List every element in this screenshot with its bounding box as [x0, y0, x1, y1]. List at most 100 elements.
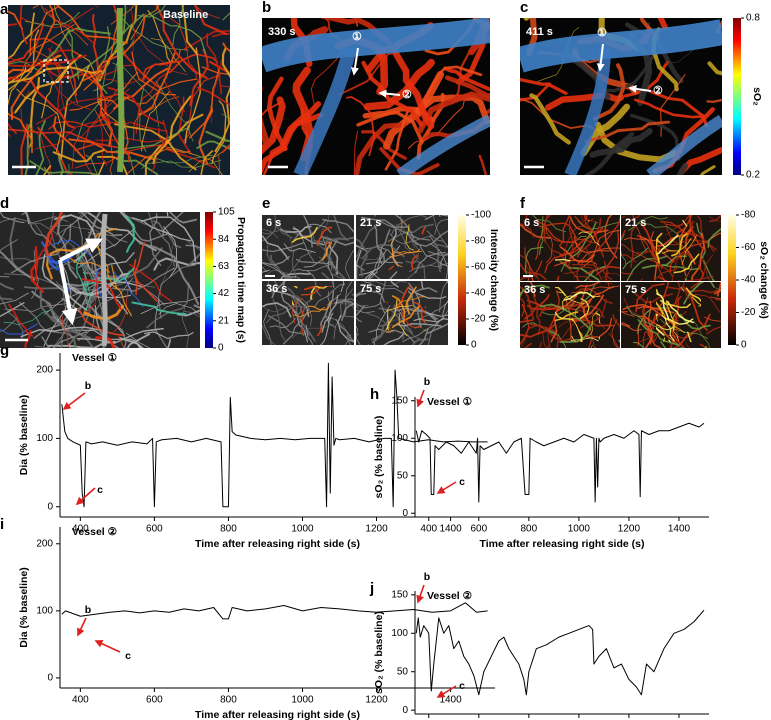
vessel: [405, 224, 415, 251]
time-label: 330 s: [268, 26, 296, 38]
vessel: [524, 246, 544, 275]
vessel: [546, 327, 551, 348]
panel-letter: g: [0, 342, 9, 359]
colorbar-tick-label: -80: [471, 236, 486, 247]
vessel: [666, 300, 695, 324]
vessel: [49, 212, 75, 270]
vessel: [571, 317, 583, 342]
vessel: [140, 216, 197, 262]
vessel: [49, 256, 71, 293]
vessel: [44, 300, 95, 348]
vessel: [584, 120, 671, 143]
vessel: [656, 300, 664, 315]
vessel: [373, 224, 386, 262]
vessel: [412, 301, 426, 315]
vessel: [413, 318, 448, 323]
vessel: [624, 215, 641, 227]
vessel: [84, 267, 135, 286]
vessel-marker: ②: [653, 85, 663, 97]
vessel: [577, 220, 620, 230]
colorbar-tick-label: -40: [741, 275, 756, 286]
vessel: [666, 215, 691, 227]
vessel: [707, 227, 721, 248]
panel-letter: f: [520, 195, 526, 212]
x-tick-label: 1400: [439, 524, 462, 535]
y-axis-label: Dia (% baseline): [18, 395, 30, 476]
vessel: [122, 212, 169, 242]
vessel: [623, 297, 652, 323]
vessel: [169, 53, 219, 74]
vessel: [162, 78, 186, 113]
vessel: [40, 5, 89, 46]
vessel: [51, 240, 92, 257]
vessel: [656, 232, 663, 264]
vessel: [374, 215, 376, 217]
vessel: [148, 13, 207, 55]
x-tick-label: 1000: [291, 695, 314, 706]
vessel: [684, 226, 696, 265]
colorbar-tick-label: -20: [471, 314, 486, 325]
vessel: [621, 323, 643, 332]
vessel: [526, 18, 538, 57]
vessel: [356, 302, 382, 309]
vessel: [427, 322, 448, 334]
vessel: [113, 67, 169, 110]
vessel: [588, 323, 593, 348]
vessel: [113, 271, 144, 308]
x-axis-label: Time after releasing right side (s): [480, 538, 645, 550]
vessel: [92, 13, 101, 82]
vessel: [621, 254, 637, 263]
vessel: [0, 216, 69, 224]
arrow: [378, 89, 401, 98]
vessel: [595, 229, 620, 276]
vessel: [313, 283, 346, 309]
vessel: [433, 243, 448, 249]
vessel: [681, 234, 697, 265]
vessel: [681, 220, 688, 227]
vessel: [8, 22, 45, 64]
vessel: [130, 5, 135, 58]
vessel: [520, 285, 535, 321]
vessel: [405, 260, 426, 279]
vessel: [29, 49, 79, 105]
vessel: [364, 281, 408, 287]
annotation-arrow: [62, 392, 86, 410]
vessel-marker: ②: [402, 89, 412, 101]
vessel: [292, 249, 296, 279]
vessel: [387, 223, 434, 243]
vessel: [621, 234, 627, 265]
vessel: [420, 312, 426, 325]
vessel: [621, 322, 631, 327]
vessel: [555, 287, 566, 296]
annotation: c: [459, 680, 465, 692]
vessel: [114, 123, 197, 171]
vessel: [8, 61, 46, 76]
vessel: [527, 324, 559, 348]
vessel: [390, 237, 403, 268]
vessel: [697, 264, 704, 281]
vessel: [392, 295, 406, 324]
vessel: [520, 323, 556, 338]
vessel: [262, 242, 305, 253]
vessel: [16, 88, 63, 153]
vessel: [91, 261, 104, 314]
vessel: [555, 311, 574, 321]
vessel: [525, 263, 540, 281]
vessel: [220, 85, 230, 88]
arrow: [59, 238, 103, 262]
vessel: [8, 54, 87, 68]
vessel: [333, 288, 353, 340]
data-line: [61, 602, 488, 620]
vessel-group: [621, 215, 721, 281]
vessel: [389, 233, 433, 244]
vessel: [274, 215, 293, 239]
vessel: [396, 223, 419, 260]
vessel-marker: ①: [597, 27, 607, 39]
vessel: [658, 276, 668, 281]
vessel: [341, 303, 354, 322]
vessel: [183, 74, 222, 142]
vessel: [552, 238, 596, 244]
vessel: [20, 7, 94, 29]
vessel: [43, 27, 111, 63]
vessel: [365, 261, 404, 265]
